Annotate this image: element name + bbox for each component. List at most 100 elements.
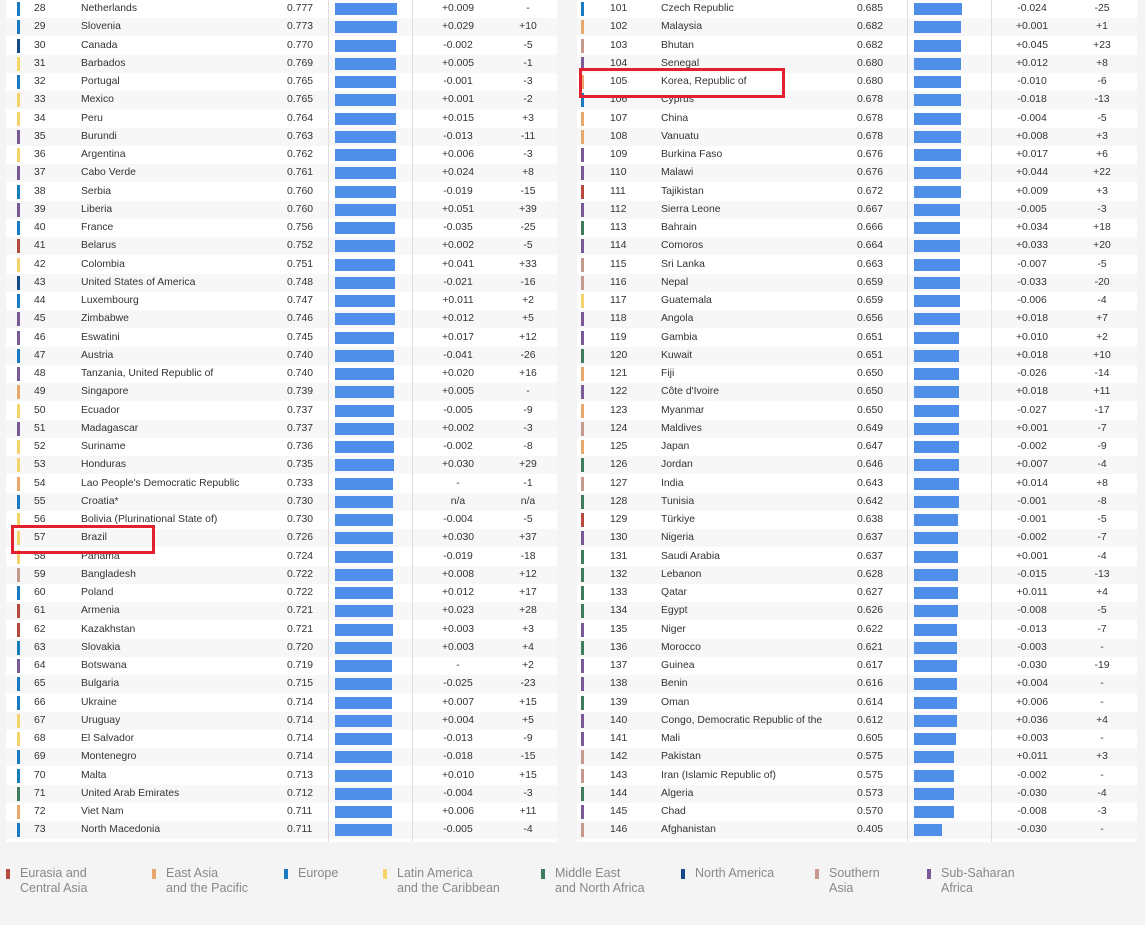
score-cell: 0.736 [287, 441, 314, 452]
rank-change-cell: -17 [1094, 404, 1110, 416]
score-bar [335, 295, 395, 307]
region-swatch [17, 75, 20, 89]
score-change-cell: +0.005 [441, 386, 475, 398]
score-cell: 0.650 [857, 386, 884, 398]
table-row: 64 Botswana 0.719 - +2 [6, 657, 557, 675]
rank-change-cell: -1 [523, 57, 533, 69]
country-cell: Malta [81, 769, 107, 781]
rank-change-cell: -25 [520, 222, 536, 233]
region-swatch [581, 348, 584, 363]
score-cell: 0.748 [287, 276, 314, 288]
score-bar [335, 203, 396, 216]
rank-cell: 28 [34, 3, 46, 14]
score-change-cell: +0.012 [441, 587, 475, 598]
table-row: 120 Kuwait 0.651 +0.018 +10 [577, 346, 1137, 365]
rank-change-cell: - [526, 3, 530, 14]
rank-cell: 113 [610, 222, 627, 233]
country-cell: El Salvador [81, 733, 135, 744]
score-cell: 0.575 [857, 751, 884, 763]
rank-cell: 136 [610, 641, 628, 653]
score-cell: 0.760 [287, 185, 314, 197]
table-row: 69 Montenegro 0.714 -0.018 -15 [6, 748, 557, 767]
rank-cell: 70 [34, 769, 46, 781]
rank-cell: 62 [34, 623, 46, 635]
score-change-cell: +0.005 [441, 57, 475, 69]
region-swatch [17, 20, 20, 35]
rank-cell: 33 [34, 94, 46, 106]
region-swatch [581, 586, 584, 600]
score-change-cell: +0.002 [441, 422, 475, 434]
rank-change-cell: -8 [523, 441, 533, 452]
table-row: 55 Croatia* 0.730 n/a n/a [6, 492, 557, 511]
score-change-cell: -0.008 [1017, 806, 1047, 817]
rank-change-cell: -14 [1094, 368, 1110, 379]
score-change-cell: +0.004 [441, 714, 475, 726]
score-change-cell: +0.003 [441, 641, 475, 653]
rank-cell: 138 [610, 678, 628, 690]
score-cell: 0.664 [857, 240, 884, 252]
region-swatch [581, 403, 584, 418]
score-bar [914, 39, 961, 52]
score-cell: 0.720 [287, 641, 314, 653]
score-bar [335, 222, 395, 234]
rank-change-cell: +15 [519, 769, 537, 781]
table-row: 113 Bahrain 0.666 +0.034 +18 [577, 219, 1137, 237]
rank-change-cell: - [1100, 824, 1104, 836]
rank-change-cell: +17 [519, 587, 537, 598]
rank-change-cell: -5 [523, 240, 533, 252]
score-bar [335, 824, 392, 837]
score-change-cell: +0.010 [441, 769, 475, 781]
country-cell: Egypt [661, 605, 688, 617]
table-row: 33 Mexico 0.765 +0.001 -2 [6, 91, 557, 110]
score-cell: 0.621 [857, 641, 884, 653]
country-cell: Guinea [661, 660, 695, 671]
score-bar [914, 514, 958, 526]
country-cell: Slovenia [81, 21, 121, 33]
country-cell: Austria [81, 349, 114, 361]
score-cell: 0.649 [857, 422, 884, 434]
score-cell: 0.680 [857, 76, 884, 87]
score-bar [914, 532, 958, 545]
score-bar [335, 76, 396, 88]
rank-change-cell: +5 [522, 313, 534, 325]
column-divider [991, 0, 992, 842]
score-change-cell: -0.030 [1017, 660, 1047, 671]
table-row: 46 Eswatini 0.745 +0.017 +12 [6, 329, 557, 347]
score-change-cell: -0.001 [1017, 495, 1047, 507]
legend-swatch [383, 869, 387, 879]
rank-cell: 120 [610, 349, 628, 361]
region-swatch [17, 148, 20, 162]
score-bar [335, 130, 396, 143]
region-swatch [17, 494, 20, 509]
country-cell: Panama [81, 550, 120, 562]
score-bar [914, 660, 957, 672]
score-cell: 0.575 [857, 769, 884, 781]
score-cell: 0.612 [857, 714, 884, 726]
country-cell: Cabo Verde [81, 167, 136, 179]
rank-change-cell: +33 [519, 258, 537, 270]
score-change-cell: - [456, 660, 460, 671]
score-cell: 0.735 [287, 459, 314, 471]
country-cell: Armenia [81, 605, 120, 617]
region-swatch [581, 385, 584, 400]
score-change-cell: +0.018 [1015, 349, 1049, 361]
score-bar [335, 368, 394, 380]
rank-change-cell: -9 [1097, 441, 1107, 452]
score-bar [335, 258, 395, 271]
score-change-cell: +0.014 [1015, 477, 1049, 489]
rank-change-cell: +8 [1096, 477, 1108, 489]
region-swatch [581, 111, 584, 126]
rank-change-cell: -4 [1097, 787, 1107, 799]
table-row: 67 Uruguay 0.714 +0.004 +5 [6, 711, 557, 730]
region-swatch [581, 567, 584, 582]
score-bar [914, 386, 959, 399]
score-bar [335, 605, 393, 618]
score-change-cell: +0.011 [442, 295, 474, 306]
score-bar [914, 696, 957, 709]
score-cell: 0.711 [287, 806, 313, 817]
rank-cell: 124 [610, 422, 628, 434]
table-row: 141 Mali 0.605 +0.003 - [577, 730, 1137, 748]
table-row: 31 Barbados 0.769 +0.005 -1 [6, 54, 557, 73]
score-cell: 0.762 [287, 149, 314, 160]
score-bar [914, 477, 959, 490]
